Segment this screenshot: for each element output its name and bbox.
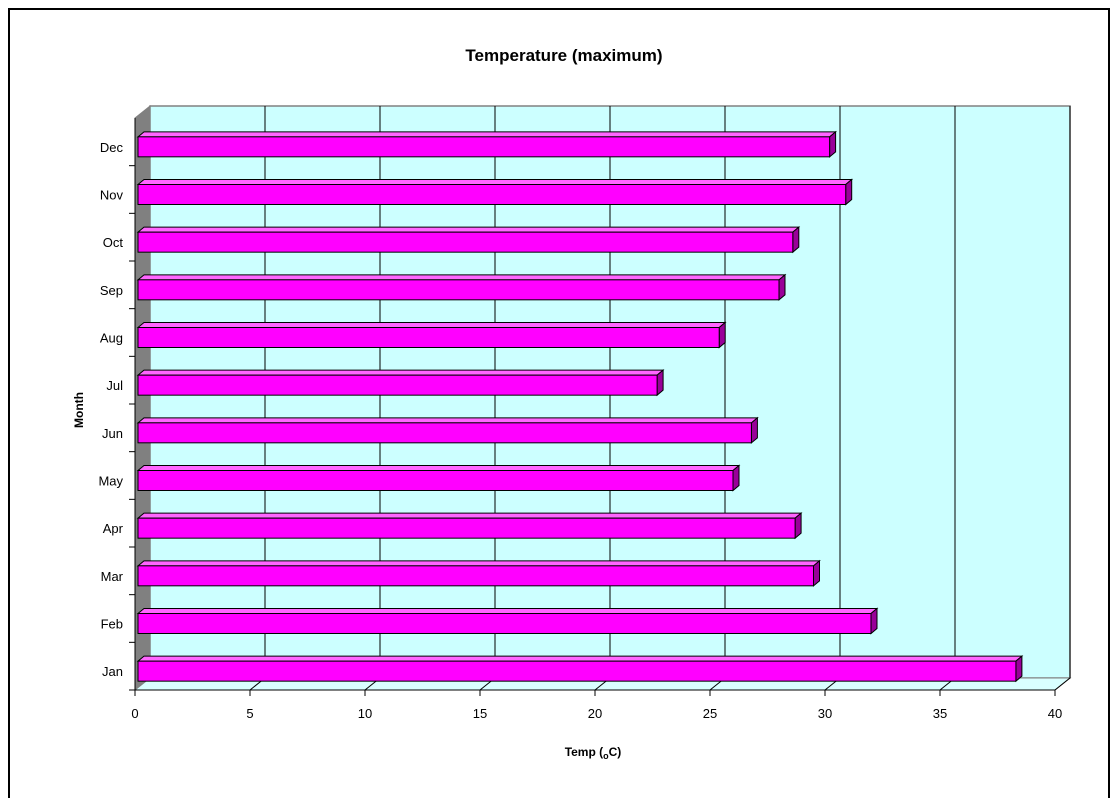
bar-mar [136, 559, 821, 587]
bar-side-face [794, 512, 802, 540]
bar-top-face [136, 226, 801, 233]
x-axis-ticks: 0 5 10 15 20 25 30 35 40 [131, 690, 1062, 721]
bar-top-face [136, 131, 837, 138]
bar-front-face [137, 327, 720, 348]
y-tick-label: Apr [103, 521, 124, 536]
y-tick-label: Aug [100, 331, 123, 346]
bar-side-face [792, 226, 800, 254]
x-tick-label: 15 [473, 706, 487, 721]
x-tick-label: 25 [703, 706, 717, 721]
x-tick-label: 30 [818, 706, 832, 721]
bar-side-face [656, 369, 664, 397]
bar-front-face [137, 613, 872, 634]
y-tick-label: Sep [100, 283, 123, 298]
bar-front-face [137, 565, 814, 587]
bar-front-face [137, 231, 794, 253]
bar-oct [136, 226, 801, 254]
bar-top-face [136, 417, 759, 424]
bar-side-face [750, 416, 758, 444]
bar-apr [136, 512, 803, 540]
chart-title: Temperature (maximum) [465, 46, 662, 65]
y-tick-label: Jun [102, 426, 123, 441]
bar-top-face [136, 608, 879, 614]
bar-top-face [136, 465, 741, 471]
y-tick-label: Dec [100, 140, 124, 155]
bar-side-face [829, 130, 837, 158]
y-tick-label: Jan [102, 664, 123, 679]
bar-front-face [137, 422, 752, 444]
x-tick-label: 5 [246, 706, 253, 721]
bar-front-face [137, 660, 1017, 682]
bar-sep [136, 273, 787, 301]
y-axis-ticks: Jan Feb Mar Apr May Jun Jul Aug Sep Oct Nov Dec [98, 140, 135, 691]
bar-may [136, 464, 741, 492]
y-tick-label: Mar [101, 569, 124, 584]
x-axis-label: Temp (oC) [565, 745, 622, 761]
bar-side-face [1015, 655, 1023, 683]
y-tick-label: Nov [100, 188, 124, 203]
bar-jun [136, 416, 759, 444]
bar-side-face [813, 559, 820, 587]
gridline-floor [1054, 677, 1071, 691]
x-tick-label: 0 [131, 706, 138, 721]
bar-side-face [870, 607, 878, 635]
y-tick-label: Feb [101, 617, 123, 632]
x-tick-label: 35 [933, 706, 947, 721]
bars-group [136, 130, 1024, 683]
bar-side-face [718, 321, 726, 349]
bar-nov [136, 178, 854, 206]
bar-aug [136, 321, 727, 349]
y-tick-label: Oct [103, 235, 124, 250]
bar-side-face [778, 273, 786, 301]
bar-side-face [732, 464, 740, 492]
y-axis-label: Month [72, 392, 86, 428]
bar-top-face [136, 274, 787, 281]
bar-dec [136, 130, 837, 158]
bar-side-face [845, 178, 853, 206]
bar-front-face [137, 470, 734, 491]
bar-feb [136, 607, 879, 635]
bar-top-face [136, 179, 854, 185]
x-tick-label: 40 [1048, 706, 1062, 721]
bar-jul [136, 369, 665, 397]
bar-front-face [137, 136, 831, 158]
bar-front-face [137, 184, 847, 205]
bar-top-face [136, 655, 1024, 662]
bar-top-face [136, 560, 821, 567]
x-tick-label: 10 [358, 706, 372, 721]
y-tick-label: May [98, 474, 123, 489]
x-tick-label: 20 [588, 706, 602, 721]
bar-jan [136, 655, 1024, 683]
bar-top-face [136, 322, 727, 328]
y-tick-label: Jul [106, 378, 123, 393]
bar-front-face [137, 374, 658, 396]
bar-top-face [136, 369, 665, 376]
bar-top-face [136, 512, 803, 519]
bar-front-face [137, 279, 780, 301]
bar-front-face [137, 517, 796, 539]
